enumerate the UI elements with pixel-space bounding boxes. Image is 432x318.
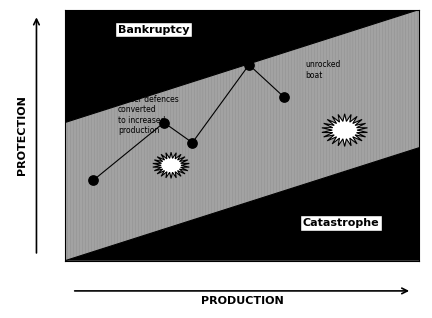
Point xyxy=(281,95,288,100)
Text: PROTECTION: PROTECTION xyxy=(17,95,27,175)
Text: Better defences
converted
to increased
production: Better defences converted to increased p… xyxy=(118,95,179,135)
Polygon shape xyxy=(153,152,189,178)
Text: unrocked
boat: unrocked boat xyxy=(306,60,341,80)
Polygon shape xyxy=(322,114,368,147)
Polygon shape xyxy=(65,10,419,123)
Text: Bankruptcy: Bankruptcy xyxy=(118,24,189,35)
Text: PRODUCTION: PRODUCTION xyxy=(200,296,283,306)
Point xyxy=(161,120,168,125)
Polygon shape xyxy=(65,148,419,261)
Point xyxy=(245,62,252,67)
Polygon shape xyxy=(65,10,419,261)
Point xyxy=(90,178,97,183)
Point xyxy=(189,140,196,145)
Text: Catastrophe: Catastrophe xyxy=(303,218,379,228)
